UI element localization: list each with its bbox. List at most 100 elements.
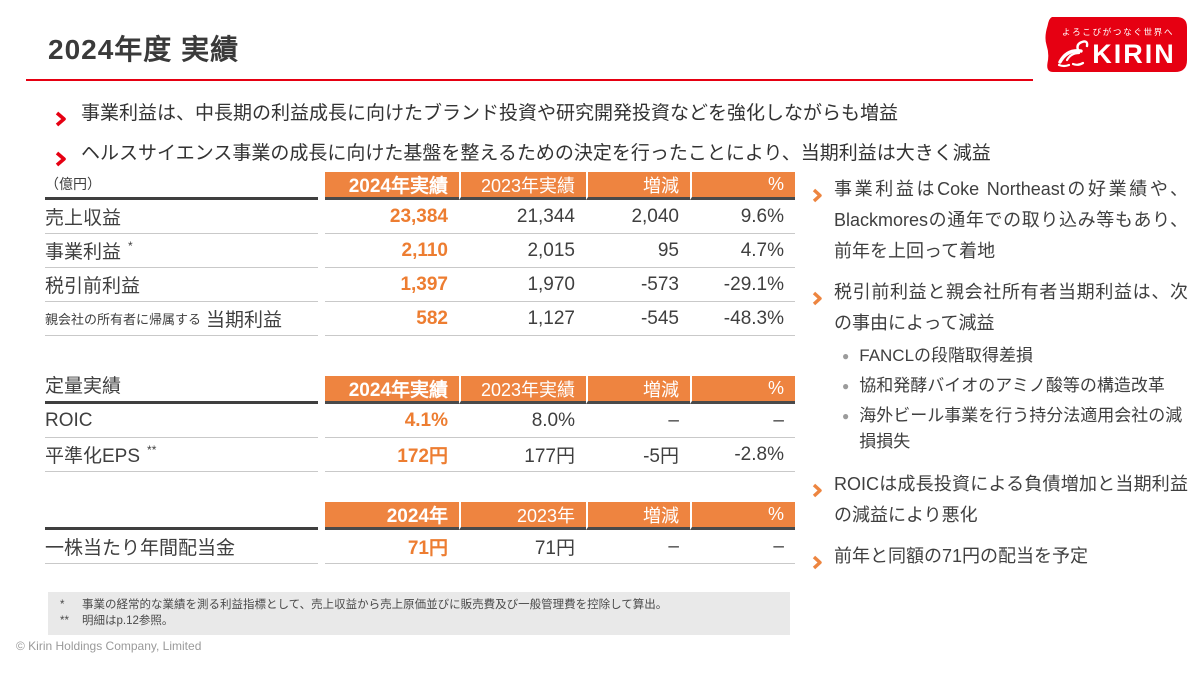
value-2023: 21,344 [459,200,586,234]
quant-table-title: 定量実績 [45,376,318,404]
bullet-dot-icon: ● [842,409,850,423]
quantitative-results-table: 定量実績 2024年実績 2023年実績 増減 % ROIC 4.1% 8.0%… [45,376,795,472]
header-percent: % [690,376,795,404]
dividend-table: 2024年 2023年 増減 % 一株当たり年間配当金 71円 71円 – – [45,502,795,564]
table-row-net-profit: 親会社の所有者に帰属する 当期利益 582 1,127 -545 -48.3% [45,302,795,336]
main-results-table: （億円） 2024年実績 2023年実績 増減 % 売上収益 23,384 21… [45,172,795,336]
value-percent: 9.6% [690,200,795,234]
value-2023: 8.0% [459,404,586,438]
insight-text: 事業利益はCoke Northeastの好業績や、Blackmoresの通年での… [834,179,1188,261]
key-message-1: 事業利益は、中長期の利益成長に向けたブランド投資や研究開発投資などを強化しながら… [55,98,1155,138]
empty-label-cell [45,502,318,530]
value-change: 2,040 [586,200,690,234]
value-2024: 71円 [325,530,459,564]
key-message-1-text: 事業利益は、中長期の利益成長に向けたブランド投資や研究開発投資などを強化しながら… [81,103,899,124]
row-label: 平準化EPS [45,446,141,467]
value-percent: – [690,530,795,564]
value-2023: 2,015 [459,234,586,268]
value-2024: 2,110 [325,234,459,268]
footnote-1: * 事業の経常的な業績を測る利益指標として、売上収益から売上原価並びに販売費及び… [60,597,778,613]
table-row-roic: ROIC 4.1% 8.0% – – [45,404,795,438]
table-row-annual-dividend: 一株当たり年間配当金 71円 71円 – – [45,530,795,564]
bullet-dot-icon: ● [842,349,850,363]
footnote-marker: ** [147,442,157,457]
row-label: 当期利益 [206,310,283,331]
unit-label: （億円） [45,172,318,200]
header-2024: 2024年実績 [325,172,459,200]
header-2023: 2023年実績 [459,172,586,200]
table-row-business-profit: 事業利益 * 2,110 2,015 95 4.7% [45,234,795,268]
copyright-notice: © Kirin Holdings Company, Limited [16,639,202,653]
footnote-marker: ** [60,615,69,627]
value-change: – [586,530,690,564]
value-change: -545 [586,302,690,336]
table-row-pretax-profit: 税引前利益 1,397 1,970 -573 -29.1% [45,268,795,302]
orange-chevron-icon [812,182,822,213]
insight-business-profit: 事業利益はCoke Northeastの好業績や、Blackmoresの通年での… [812,174,1188,267]
footnote-text: 事業の経常的な業績を測る利益指標として、売上収益から売上原価並びに販売費及び一般… [82,599,668,611]
header-percent: % [690,502,795,530]
insight-text: 前年と同額の71円の配当を予定 [834,546,1089,566]
dividend-table-header-row: 2024年 2023年 増減 % [45,502,795,530]
insight-dividend: 前年と同額の71円の配当を予定 [812,541,1188,580]
title-rule-divider [26,79,1033,81]
value-2024: 582 [325,302,459,336]
footnote-marker: * [128,238,133,253]
insight-sub-list: ● FANCLの段階取得差損 ● 協和発酵バイオのアミノ酸等の構造改革 ● 海外… [842,343,1188,455]
key-message-2: ヘルスサイエンス事業の成長に向けた基盤を整えるための決定を行ったことにより、当期… [55,138,1155,178]
header-percent: % [690,172,795,200]
value-percent: -29.1% [690,268,795,302]
footnote-box: * 事業の経常的な業績を測る利益指標として、売上収益から売上原価並びに販売費及び… [48,592,790,635]
main-table-header-row: （億円） 2024年実績 2023年実績 増減 % [45,172,795,200]
quant-table-header-row: 定量実績 2024年実績 2023年実績 増減 % [45,376,795,404]
header-2023: 2023年 [459,502,586,530]
value-percent: 4.7% [690,234,795,268]
table-row-revenue: 売上収益 23,384 21,344 2,040 9.6% [45,200,795,234]
value-percent: -48.3% [690,302,795,336]
value-2023: 1,970 [459,268,586,302]
logo-brand: KIRIN [1092,39,1176,69]
header-change: 増減 [586,502,690,530]
sub-item-text: FANCLの段階取得差損 [859,346,1034,365]
header-2023: 2023年実績 [459,376,586,404]
value-2024: 23,384 [325,200,459,234]
red-chevron-icon [55,106,66,138]
sub-item-text: 協和発酵バイオのアミノ酸等の構造改革 [859,376,1165,395]
insight-text: 税引前利益と親会社所有者当期利益は、次の事由によって減益 [834,282,1188,333]
insight-roic: ROICは成長投資による負債増加と当期利益の減益により悪化 [812,469,1188,531]
kirin-flag-icon: よろこびがつなぐ世界へ KIRIN [1045,17,1187,72]
row-label: 事業利益 [45,242,122,263]
header-change: 増減 [586,376,690,404]
bullet-dot-icon: ● [842,379,850,393]
red-chevron-icon [55,146,66,178]
column-gap [318,172,325,200]
row-label: 売上収益 [45,208,122,229]
footnote-2: ** 明細はp.12参照。 [60,613,778,629]
sub-item-overseas-beer: ● 海外ビール事業を行う持分法適用会社の減損損失 [842,403,1188,455]
orange-chevron-icon [812,285,822,316]
row-label: 一株当たり年間配当金 [45,538,236,559]
key-messages: 事業利益は、中長期の利益成長に向けたブランド投資や研究開発投資などを強化しながら… [55,98,1155,178]
value-percent: – [690,404,795,438]
header-change: 増減 [586,172,690,200]
header-2024: 2024年実績 [325,376,459,404]
table-row-normalized-eps: 平準化EPS ** 172円 177円 -5円 -2.8% [45,438,795,472]
orange-chevron-icon [812,549,822,580]
row-label: 税引前利益 [45,276,141,297]
header-2024: 2024年 [325,502,459,530]
row-label: ROIC [45,409,93,431]
value-2023: 1,127 [459,302,586,336]
footnote-text: 明細はp.12参照。 [82,615,174,627]
value-change: -5円 [586,438,690,472]
insight-profit-decline: 税引前利益と親会社所有者当期利益は、次の事由によって減益 [812,277,1188,339]
kirin-beast-icon [1057,40,1089,68]
page-title: 2024年度 実績 [48,34,240,65]
value-percent: -2.8% [690,438,795,472]
value-2023: 177円 [459,438,586,472]
value-change: -573 [586,268,690,302]
sub-item-text: 海外ビール事業を行う持分法適用会社の減損損失 [859,406,1183,451]
row-label-prefix: 親会社の所有者に帰属する [45,312,202,327]
key-message-2-text: ヘルスサイエンス事業の成長に向けた基盤を整えるための決定を行ったことにより、当期… [81,143,991,164]
value-2024: 1,397 [325,268,459,302]
